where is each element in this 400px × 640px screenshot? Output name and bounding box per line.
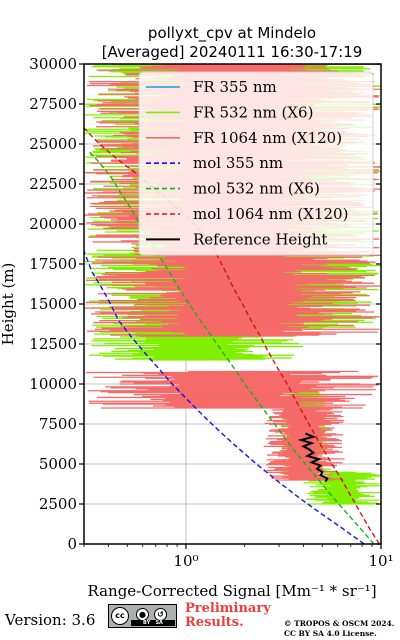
y-axis-label: Height (m) <box>0 263 17 346</box>
chart-subtitle: [Averaged] 20240111 16:30-17:19 <box>102 43 363 61</box>
y-tick-label: 7500 <box>39 415 77 433</box>
license-strip: BY SA <box>131 620 175 626</box>
cc-license-badge: cc ● ↺ BY SA <box>108 604 177 628</box>
legend-label: FR 355 nm <box>193 78 277 96</box>
y-tick-label: 20000 <box>29 215 77 233</box>
legend-label: mol 532 nm (X6) <box>193 180 320 198</box>
y-tick-label: 27500 <box>29 95 77 113</box>
series-line <box>88 151 375 544</box>
series-line <box>84 250 365 544</box>
legend-label: Reference Height <box>193 230 327 248</box>
copyright-line-2: CC BY SA 4.0 License. <box>284 629 377 638</box>
y-tick-label: 2500 <box>39 495 77 513</box>
x-axis-label: Range-Corrected Signal [Mm⁻¹ * sr⁻¹] <box>87 582 376 600</box>
x-tick-label: 10⁰ <box>173 552 198 570</box>
preliminary-line-1: Preliminary <box>185 601 271 616</box>
copyright-line-1: © TROPOS & OSCM 2024. <box>284 619 395 628</box>
legend-label: FR 1064 nm (X120) <box>193 129 342 147</box>
y-tick-label: 0 <box>67 535 77 553</box>
x-tick-label: 10¹ <box>368 552 393 570</box>
legend: FR 355 nm FR 532 nm (X6) FR 1064 nm (X120)… <box>138 71 374 256</box>
chart-title: pollyxt_cpv at Mindelo <box>148 24 316 43</box>
y-tick-label: 30000 <box>29 55 77 73</box>
y-tick-label: 17500 <box>29 255 77 273</box>
legend-label: FR 532 nm (X6) <box>193 103 313 121</box>
y-tick-label: 10000 <box>29 375 77 393</box>
axis-ticks: 0 2500 5000 7500 10000 12500 15000 17500 20000 22… <box>29 55 393 570</box>
legend-label: mol 1064 nm (X120) <box>193 205 348 223</box>
legend-box <box>138 71 374 256</box>
y-tick-label: 22500 <box>29 175 77 193</box>
preliminary-line-2: Results. <box>185 615 244 630</box>
copyright-notice: © TROPOS & OSCM 2024. CC BY SA 4.0 Licen… <box>284 619 394 639</box>
version-label: Version: 3.6 <box>5 611 96 629</box>
legend-label: mol 355 nm <box>193 154 283 172</box>
series-line <box>297 432 329 483</box>
preliminary-notice: Preliminary Results. <box>185 602 271 630</box>
y-tick-label: 12500 <box>29 335 77 353</box>
cc-icon: cc <box>111 607 129 625</box>
share-alike-icon: ↺ <box>154 608 167 621</box>
y-tick-label: 15000 <box>29 295 77 313</box>
y-tick-label: 5000 <box>39 455 77 473</box>
y-tick-label: 25000 <box>29 135 77 153</box>
